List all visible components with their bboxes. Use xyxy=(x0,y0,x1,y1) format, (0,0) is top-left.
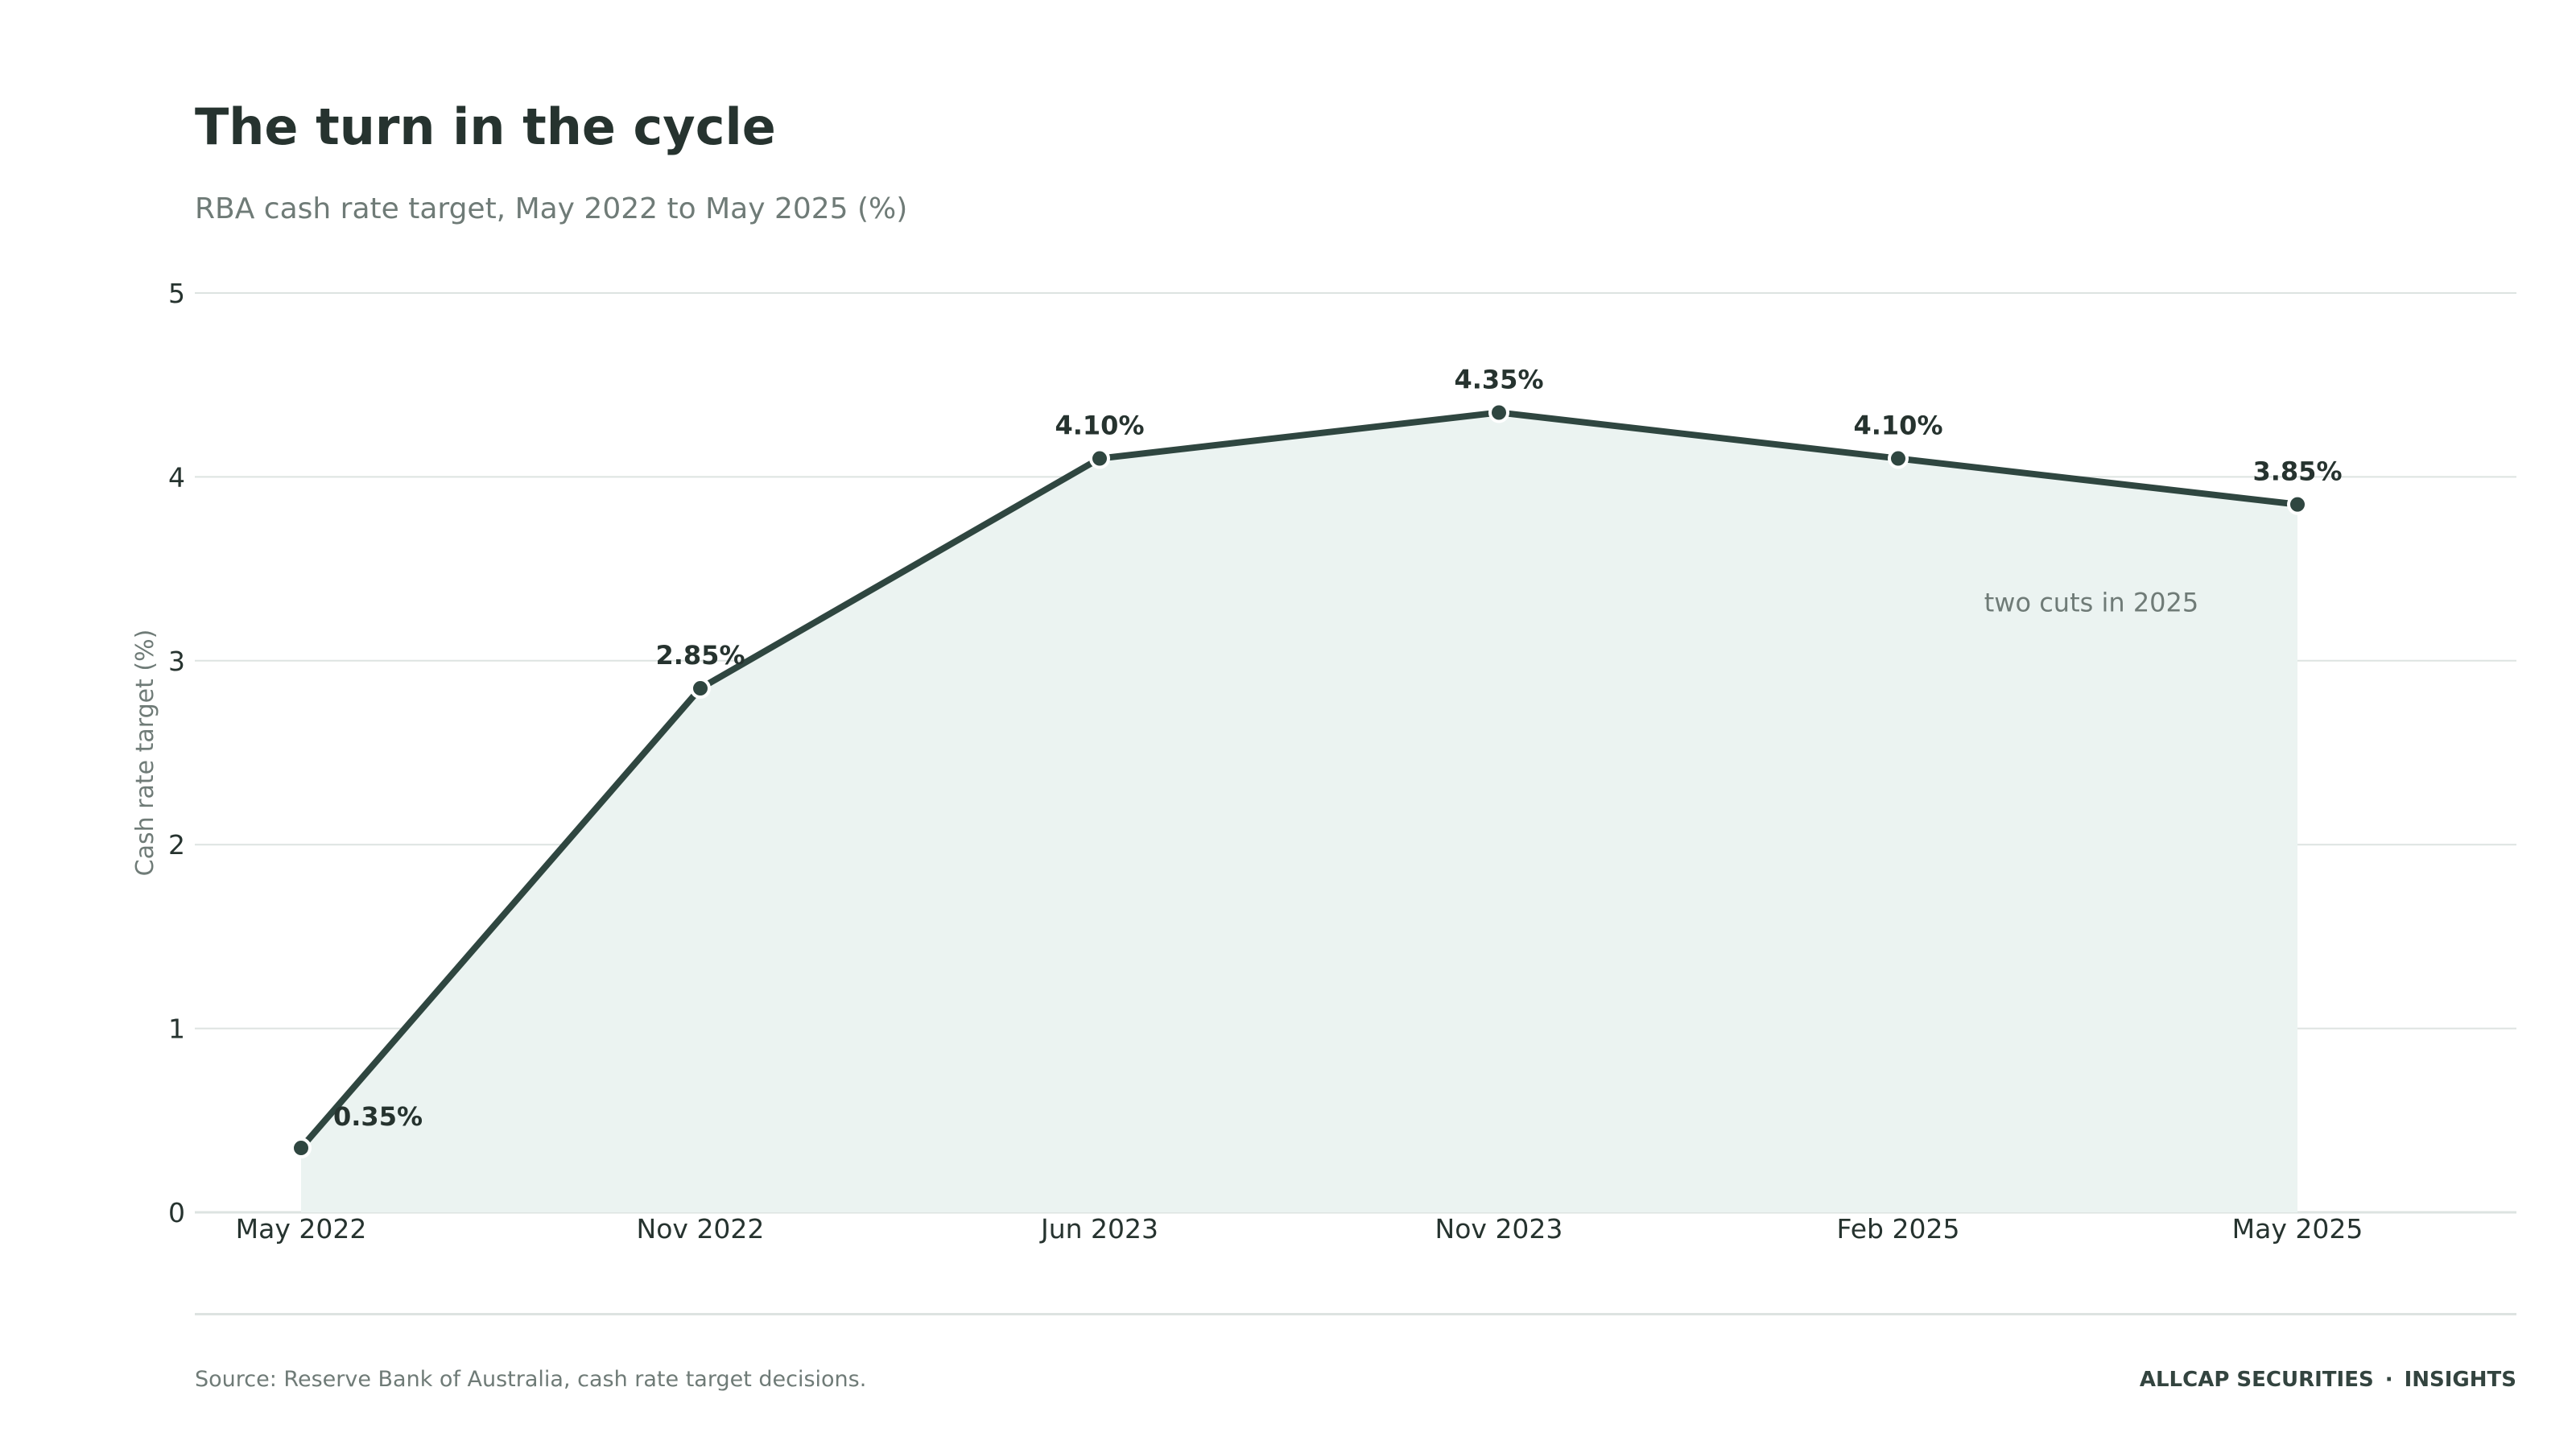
y-tick-label: 1 xyxy=(168,1013,185,1045)
data-label: 4.35% xyxy=(1454,364,1543,394)
y-tick-label: 5 xyxy=(168,278,185,309)
y-axis-title: Cash rate target (%) xyxy=(131,630,159,877)
series-line xyxy=(298,409,2301,1152)
footer-divider xyxy=(195,1313,2516,1315)
data-label: 4.10% xyxy=(1853,411,1942,441)
source-note: Source: Reserve Bank of Australia, cash … xyxy=(195,1367,867,1392)
y-tick-label: 4 xyxy=(168,461,185,493)
data-label: 2.85% xyxy=(655,640,745,671)
data-label: 0.35% xyxy=(333,1101,423,1132)
chart-subtitle: RBA cash rate target, May 2022 to May 20… xyxy=(195,192,908,225)
data-point xyxy=(690,678,711,700)
brand-section: INSIGHTS xyxy=(2404,1368,2516,1392)
chart-title: The turn in the cycle xyxy=(195,97,776,156)
data-point xyxy=(1089,448,1110,469)
brand-separator: · xyxy=(2384,1368,2393,1392)
y-tick-label: 3 xyxy=(168,646,185,677)
brand-credit: ALLCAP SECURITIES · INSIGHTS xyxy=(2140,1365,2516,1394)
x-tick-label: Jun 2023 xyxy=(1039,1213,1158,1245)
x-tick-label: Feb 2025 xyxy=(1837,1213,1960,1245)
x-tick-label: May 2025 xyxy=(2232,1213,2363,1245)
data-point xyxy=(1488,402,1509,423)
data-point xyxy=(291,1137,312,1159)
annotation: two cuts in 2025 xyxy=(1984,587,2199,617)
y-tick-label: 2 xyxy=(168,829,185,861)
area-fill xyxy=(301,412,2297,1212)
data-point xyxy=(2287,493,2308,515)
data-label: 4.10% xyxy=(1055,411,1144,441)
x-tick-label: May 2022 xyxy=(236,1213,367,1245)
y-tick-label: 0 xyxy=(168,1197,185,1228)
x-tick-label: Nov 2022 xyxy=(637,1213,765,1245)
data-point xyxy=(1888,448,1909,469)
brand-name: ALLCAP SECURITIES xyxy=(2139,1368,2374,1392)
data-label: 3.85% xyxy=(2252,456,2342,487)
x-tick-label: Nov 2023 xyxy=(1435,1213,1563,1245)
